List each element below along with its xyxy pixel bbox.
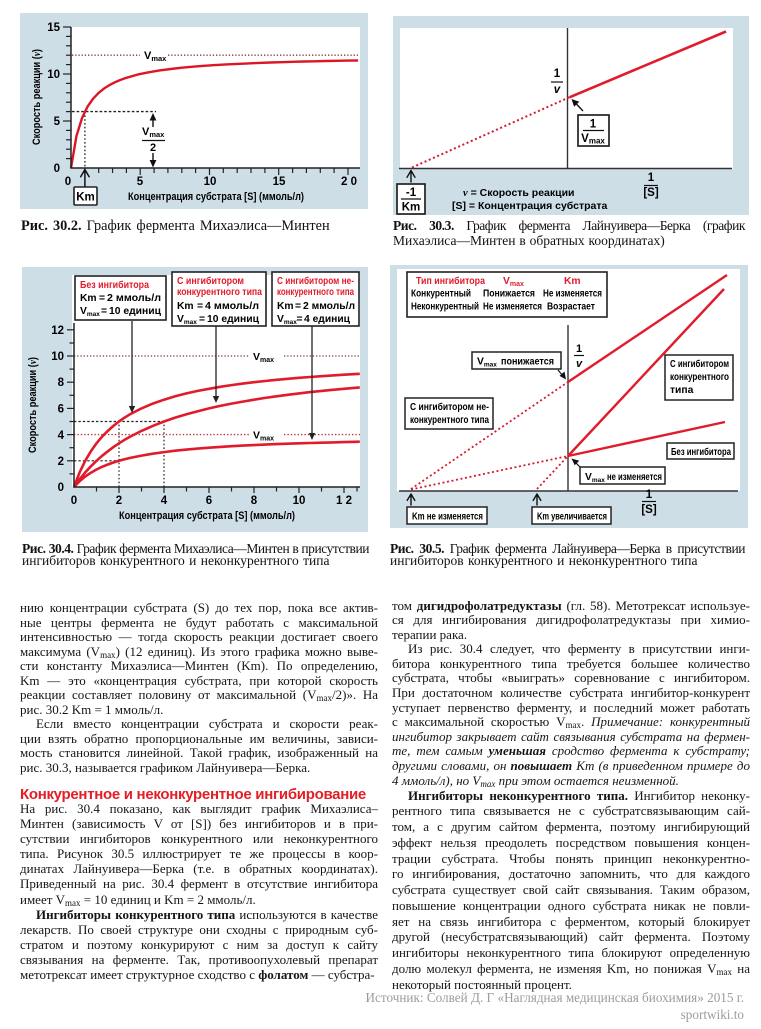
svg-text:2: 2 [150, 142, 156, 154]
svg-text:Возрастает: Возрастает [547, 302, 595, 313]
svg-text:С ингибитором не-: С ингибитором не- [410, 401, 489, 413]
svg-text:10 единиц: 10 единиц [207, 314, 260, 325]
svg-text:Vmax: Vmax [80, 306, 100, 318]
svg-text:Неконкурентный: Неконкурентный [411, 302, 479, 313]
svg-text:=: = [197, 301, 203, 312]
svg-text:понижается: понижается [501, 357, 554, 368]
svg-text:v: v [554, 84, 561, 96]
svg-text:1: 1 [590, 119, 597, 131]
svg-text:Тип ингибитора: Тип ингибитора [416, 275, 485, 287]
svg-text:Km: Km [80, 293, 97, 304]
svg-text:5: 5 [54, 116, 61, 128]
svg-text:-1: -1 [406, 187, 417, 199]
svg-text:6: 6 [206, 495, 212, 507]
svg-text:конкурентного: конкурентного [670, 372, 729, 383]
svg-text:15: 15 [47, 22, 60, 34]
svg-text:Km: Km [564, 276, 581, 287]
svg-text:0: 0 [54, 163, 60, 175]
svg-text:1: 1 [576, 343, 582, 355]
svg-text:С ингибитором: С ингибитором [670, 358, 729, 370]
svg-text:12: 12 [51, 325, 64, 337]
svg-text:Без ингибитора: Без ингибитора [671, 446, 731, 458]
svg-text:[S]: [S] [643, 187, 659, 199]
svg-text:конкурентного типа: конкурентного типа [277, 287, 354, 298]
svg-text:Km: Km [402, 202, 421, 214]
svg-text:Vmax: Vmax [477, 357, 497, 369]
svg-text:=: = [297, 314, 303, 325]
svg-text:=: = [199, 314, 205, 325]
svg-text:6: 6 [58, 404, 64, 416]
svg-text:Km не изменяется: Km не изменяется [412, 512, 483, 523]
svg-text:Скорость реакции (v): Скорость реакции (v) [27, 357, 39, 453]
svg-text:2: 2 [116, 495, 122, 507]
svg-text:[S] = Концентрация субстрата: [S] = Концентрация субстрата [452, 200, 608, 212]
svg-text:Конкурентный: Конкурентный [411, 289, 471, 300]
svg-text:С ингибитором не-: С ингибитором не- [277, 275, 354, 287]
svg-text:10: 10 [204, 176, 217, 188]
svg-text:8: 8 [58, 377, 65, 389]
svg-text:0: 0 [58, 482, 64, 494]
svg-text:=: = [101, 306, 107, 317]
svg-text:Скорость реакции (v): Скорость реакции (v) [31, 49, 43, 145]
svg-text:[S]: [S] [641, 504, 657, 516]
svg-text:Без ингибитора: Без ингибитора [80, 279, 149, 291]
svg-text:=: = [295, 301, 301, 312]
svg-text:Vmax: Vmax [177, 314, 197, 326]
svg-text:v = Скорость реакции: v = Скорость реакции [463, 187, 575, 199]
svg-text:Km: Km [177, 301, 194, 312]
svg-text:Km увеличивается: Km увеличивается [537, 512, 607, 523]
svg-text:Vmax: Vmax [585, 472, 605, 484]
svg-text:2 ммоль/л: 2 ммоль/л [107, 293, 161, 304]
svg-text:4: 4 [161, 495, 168, 507]
svg-text:15: 15 [273, 176, 286, 188]
svg-text:0: 0 [71, 495, 77, 507]
svg-text:=: = [99, 293, 105, 304]
svg-text:Не изменяется: Не изменяется [543, 289, 602, 300]
svg-text:Km: Km [76, 192, 95, 204]
svg-text:Vmax: Vmax [581, 133, 605, 146]
svg-text:конкурентного типа: конкурентного типа [410, 415, 489, 426]
svg-text:Vmax: Vmax [144, 50, 167, 63]
svg-text:0: 0 [65, 176, 71, 188]
svg-text:не изменяется: не изменяется [607, 472, 662, 483]
svg-text:4: 4 [58, 430, 65, 442]
svg-text:Km: Km [277, 301, 294, 312]
svg-text:2: 2 [58, 456, 64, 468]
svg-text:2 0: 2 0 [341, 176, 357, 188]
svg-text:1: 1 [646, 489, 653, 501]
svg-text:Не изменяется: Не изменяется [483, 302, 542, 313]
svg-text:10: 10 [47, 69, 60, 81]
svg-text:Концентрация субстрата [S] (мм: Концентрация субстрата [S] (ммоль/л) [119, 510, 295, 522]
svg-text:10: 10 [293, 495, 306, 507]
svg-text:типа: типа [670, 385, 694, 396]
svg-text:С ингибитором: С ингибитором [177, 275, 244, 287]
svg-text:Vmax: Vmax [503, 276, 524, 288]
svg-text:Vmax: Vmax [277, 314, 297, 326]
svg-text:Концентрация субстрата [S] (мм: Концентрация субстрата [S] (ммоль/л) [128, 191, 304, 203]
svg-text:4 единиц: 4 единиц [304, 314, 351, 325]
svg-text:5: 5 [137, 176, 144, 188]
svg-text:Vmax: Vmax [142, 126, 165, 139]
svg-text:10: 10 [51, 351, 64, 363]
svg-text:8: 8 [251, 495, 258, 507]
svg-text:v: v [576, 358, 583, 370]
svg-text:1: 1 [648, 172, 655, 184]
svg-text:4 ммоль/л: 4 ммоль/л [205, 301, 259, 312]
svg-text:1: 1 [554, 68, 561, 80]
svg-text:2 ммоль/л: 2 ммоль/л [303, 301, 355, 312]
svg-text:конкурентного типа: конкурентного типа [177, 287, 262, 298]
svg-text:1 2: 1 2 [336, 495, 352, 507]
svg-text:Понижается: Понижается [483, 289, 535, 300]
svg-text:10 единиц: 10 единиц [109, 306, 162, 317]
